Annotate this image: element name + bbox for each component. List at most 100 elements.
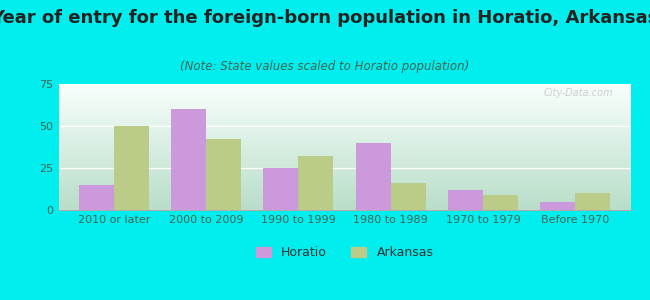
Bar [58, 95, 630, 96]
Bar [58, 130, 630, 131]
Bar [58, 186, 630, 187]
Bar [58, 204, 630, 205]
Bar [448, 190, 483, 210]
Bar [58, 191, 630, 192]
Bar [58, 116, 630, 117]
Bar [58, 147, 630, 148]
Bar [58, 142, 630, 143]
Bar [58, 128, 630, 129]
Bar [58, 104, 630, 105]
Bar [58, 129, 630, 130]
Bar [58, 174, 630, 175]
Bar [58, 157, 630, 158]
Bar [58, 160, 630, 161]
Bar [58, 153, 630, 154]
Bar [58, 89, 630, 90]
Bar [58, 102, 630, 103]
Bar [58, 100, 630, 101]
Bar [58, 195, 630, 196]
Bar [58, 107, 630, 108]
Bar [58, 86, 630, 87]
Bar [58, 184, 630, 185]
Bar [58, 208, 630, 209]
Bar [58, 151, 630, 152]
Bar [58, 114, 630, 115]
Bar [58, 162, 630, 163]
Bar [58, 175, 630, 176]
Bar [58, 155, 630, 156]
Bar [58, 187, 630, 188]
Bar [58, 144, 630, 145]
Bar [58, 115, 630, 116]
Bar [58, 101, 630, 102]
Bar [58, 206, 630, 207]
Bar [58, 183, 630, 184]
Bar [575, 193, 610, 210]
Bar [58, 173, 630, 174]
Bar [356, 143, 391, 210]
Bar [58, 122, 630, 123]
Text: City-Data.com: City-Data.com [543, 88, 614, 98]
Bar [58, 164, 630, 165]
Bar [58, 146, 630, 147]
Bar [58, 152, 630, 153]
Bar [58, 103, 630, 104]
Bar [58, 168, 630, 169]
Bar [58, 117, 630, 118]
Bar [58, 112, 630, 113]
Bar [58, 209, 630, 210]
Text: (Note: State values scaled to Horatio population): (Note: State values scaled to Horatio po… [181, 60, 469, 73]
Bar [58, 108, 630, 109]
Bar [540, 202, 575, 210]
Bar [58, 98, 630, 99]
Bar [58, 188, 630, 189]
Bar [58, 93, 630, 94]
Bar [58, 190, 630, 191]
Bar [58, 172, 630, 173]
Bar [58, 136, 630, 137]
Bar [58, 193, 630, 194]
Bar [58, 179, 630, 180]
Bar [58, 197, 630, 198]
Bar [58, 150, 630, 151]
Bar [58, 133, 630, 134]
Bar [58, 111, 630, 112]
Bar [79, 185, 114, 210]
Bar [58, 148, 630, 149]
Bar [58, 141, 630, 142]
Bar [58, 135, 630, 136]
Bar [58, 88, 630, 89]
Bar [483, 195, 518, 210]
Bar [58, 123, 630, 124]
Bar [263, 168, 298, 210]
Bar [58, 176, 630, 177]
Bar [58, 92, 630, 93]
Bar [58, 132, 630, 133]
Bar [58, 203, 630, 204]
Bar [206, 140, 241, 210]
Bar [58, 201, 630, 202]
Bar [58, 94, 630, 95]
Bar [171, 109, 206, 210]
Bar [58, 143, 630, 144]
Bar [58, 185, 630, 186]
Bar [58, 180, 630, 181]
Bar [58, 145, 630, 146]
Bar [58, 170, 630, 171]
Bar [58, 134, 630, 135]
Bar [58, 124, 630, 125]
Bar [58, 110, 630, 111]
Bar [114, 126, 149, 210]
Bar [58, 84, 630, 85]
Bar [58, 126, 630, 127]
Bar [58, 158, 630, 159]
Bar [58, 207, 630, 208]
Bar [58, 199, 630, 200]
Bar [58, 202, 630, 203]
Bar [58, 200, 630, 201]
Bar [58, 177, 630, 178]
Bar [58, 149, 630, 150]
Bar [58, 99, 630, 100]
Bar [58, 137, 630, 138]
Bar [58, 131, 630, 132]
